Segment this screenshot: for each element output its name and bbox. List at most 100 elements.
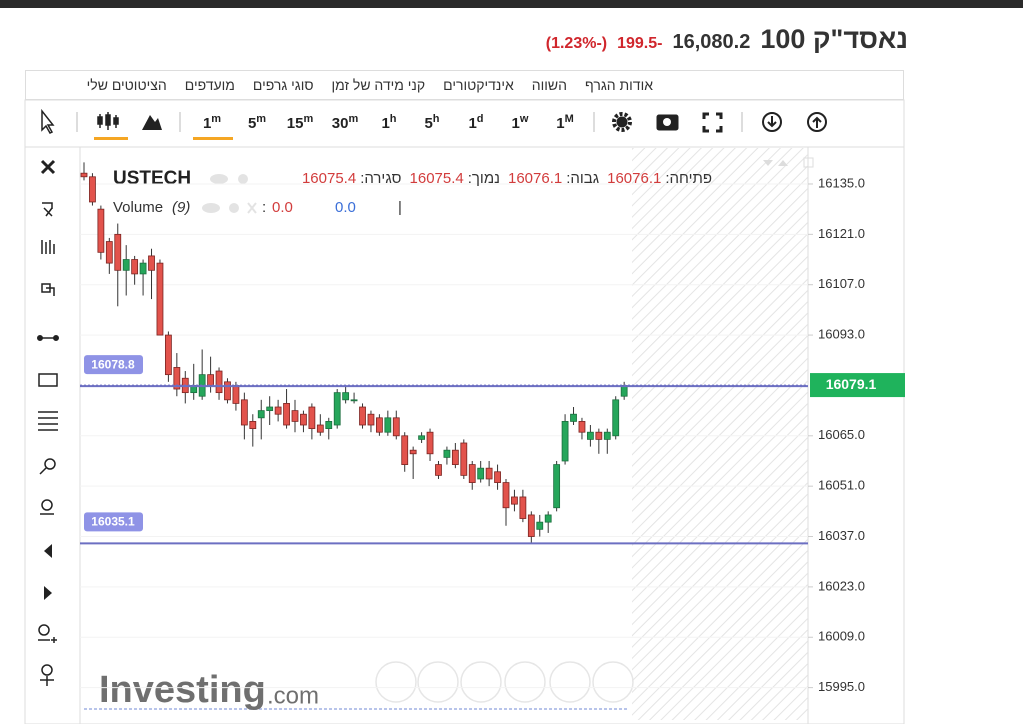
candle-body (316, 424, 324, 433)
zoom-out-tool[interactable] (40, 499, 54, 515)
interval-button[interactable]: 1w (512, 113, 529, 132)
menu-item[interactable]: אודות הגרף (585, 77, 653, 93)
candle-body (131, 259, 139, 275)
y-tick-label: 16037.0 (818, 528, 865, 543)
interval-unit: m (348, 113, 358, 125)
interval-button[interactable]: 5m (248, 113, 266, 132)
candle-body (561, 421, 569, 462)
area-type-icon[interactable] (142, 115, 162, 130)
candle-body (603, 431, 611, 440)
settings-icon[interactable] (612, 112, 632, 132)
y-tick-label: 16093.0 (818, 327, 865, 342)
current-price-label: 16079.1 (826, 376, 877, 392)
reset-tool[interactable] (40, 664, 54, 686)
candle-body (587, 431, 594, 440)
interval-button[interactable]: 1M (556, 113, 574, 132)
interval-button[interactable]: 1h (381, 113, 396, 132)
last-price: 16,080.2 (672, 31, 751, 53)
menu-item[interactable]: הציטוטים שלי (86, 77, 167, 93)
readout-value: 16075.4 (409, 170, 464, 187)
candle-body (308, 406, 316, 430)
cursor-tool[interactable] (42, 202, 53, 217)
interval-number: 1 (468, 115, 476, 132)
legend-icons (202, 174, 257, 214)
volume-colon: : (262, 199, 266, 216)
menu-item[interactable]: קני מידה של זמן (331, 77, 426, 93)
top-bar (0, 0, 1023, 8)
menu-item[interactable]: אינדיקטורים (443, 77, 514, 93)
menu-item[interactable]: סוגי גרפים (252, 77, 314, 93)
interval-button[interactable]: 1m (203, 113, 221, 132)
interval-number: 5 (248, 115, 256, 132)
price-change: -199.5 (617, 35, 663, 52)
hline-label-box (84, 512, 143, 532)
zoom-in-tool[interactable] (39, 458, 56, 475)
candle-body (283, 403, 290, 426)
candle-body (333, 392, 341, 426)
fib-tool[interactable] (38, 411, 58, 431)
readout-value: 16076.1 (507, 170, 563, 187)
candle-body (527, 514, 535, 537)
candle-type-icon[interactable] (97, 112, 119, 130)
current-price-box (810, 373, 905, 398)
candle-body (122, 259, 130, 271)
ticker: USTECH (113, 168, 191, 189)
interval-button[interactable]: 30m (332, 113, 359, 132)
y-tick-label: 16107.0 (818, 276, 865, 291)
readout-label: נמוך: (467, 170, 500, 187)
candle-body (359, 406, 366, 426)
instrument-title: נאסד"ק 100 (760, 24, 908, 54)
volume-label: Volume (113, 199, 163, 216)
candle-body (139, 262, 147, 275)
interval-button[interactable]: 1d (468, 113, 483, 132)
interval-button[interactable]: 5h (424, 113, 439, 132)
candle-body (325, 421, 333, 430)
candle-body (443, 449, 451, 458)
menu-item[interactable]: מועדפים (184, 77, 235, 93)
readout-label: גבוה: (566, 170, 600, 187)
candle-body (350, 399, 358, 402)
candle-body (384, 417, 392, 433)
price-change-pct: (-1.23%) (545, 35, 608, 52)
candle-body (578, 421, 586, 433)
pane-controls (763, 157, 814, 168)
candle-body (173, 367, 181, 390)
cursor-marker: | (398, 199, 402, 216)
interval-number: 15 (287, 115, 304, 132)
interval-unit: h (433, 113, 440, 125)
upload-icon[interactable] (807, 112, 827, 132)
camera-icon[interactable] (656, 114, 679, 131)
erase-tool[interactable] (41, 240, 55, 254)
interval-button[interactable]: 15m (287, 113, 314, 132)
hline-label: 16078.8 (91, 357, 135, 371)
candle-body (232, 385, 240, 404)
zoom-fit-tool[interactable] (38, 624, 57, 643)
candle-body (148, 255, 155, 271)
rect-tool[interactable] (38, 373, 58, 387)
menu-item[interactable]: השווה (531, 77, 568, 93)
readout-label: פתיחה: (665, 170, 712, 187)
candle-body (460, 442, 468, 476)
clone-tool[interactable] (41, 283, 55, 296)
candle-body (156, 262, 164, 336)
cursor-icon[interactable] (41, 108, 55, 134)
candle-body (266, 406, 274, 412)
candle-body (114, 233, 122, 271)
remove-tool[interactable] (40, 159, 56, 175)
candle-body (553, 464, 561, 509)
future-area (632, 148, 808, 720)
candle-body (485, 467, 493, 480)
scroll-left-tool[interactable] (44, 544, 52, 558)
candle-body (207, 374, 215, 386)
candle-body (519, 496, 527, 519)
candle-body (595, 431, 603, 440)
candle-body (418, 435, 426, 440)
download-icon[interactable] (762, 112, 782, 132)
ohlc-readout: פתיחה: 16076.1 גבוה: 16076.1 נמוך: 16075.4 סגי… (298, 170, 712, 187)
candle-body (215, 370, 223, 394)
scroll-right-tool[interactable] (44, 586, 52, 600)
candle-body (392, 417, 400, 437)
fullscreen-icon[interactable] (702, 112, 723, 133)
candle-body (97, 208, 105, 253)
candle-body (477, 467, 485, 480)
